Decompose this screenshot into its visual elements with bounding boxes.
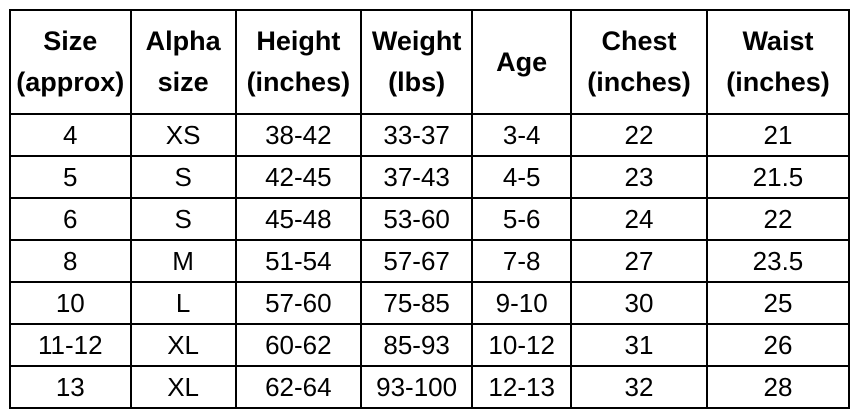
table-cell-alpha-size: XL	[129, 365, 237, 409]
table-cell-age: 10-12	[471, 323, 573, 367]
table-body: 4 XS 38-42 33-37 3-4 22 21 5 S 42-45 37-43 4-5 23 21.…	[9, 113, 850, 409]
column-header-line: (inches)	[726, 67, 830, 97]
table-cell-alpha-size: XS	[129, 113, 237, 157]
table-cell-height: 51-54	[234, 239, 362, 283]
table-row: 6 S 45-48 53-60 5-6 24 22	[9, 197, 850, 241]
table-cell-size: 5	[9, 155, 132, 199]
table-cell-age: 9-10	[471, 281, 573, 325]
table-cell-waist: 28	[705, 365, 850, 409]
table-cell-size: 10	[9, 281, 132, 325]
column-header-waist: Waist (inches)	[705, 9, 850, 115]
table-cell-waist: 26	[705, 323, 850, 367]
column-header-alpha-size: Alpha size	[129, 9, 237, 115]
column-header-line: Size	[43, 26, 98, 56]
table-row: 11-12 XL 60-62 85-93 10-12 31 26	[9, 323, 850, 367]
table-cell-chest: 24	[570, 197, 708, 241]
table-cell-waist: 22	[705, 197, 850, 241]
table-cell-chest: 32	[570, 365, 708, 409]
column-header-line: (approx)	[16, 67, 125, 97]
table-cell-age: 3-4	[471, 113, 573, 157]
table-row: 8 M 51-54 57-67 7-8 27 23.5	[9, 239, 850, 283]
column-header-line: Waist	[742, 26, 814, 56]
table-row: 4 XS 38-42 33-37 3-4 22 21	[9, 113, 850, 157]
table-cell-weight: 93-100	[359, 365, 474, 409]
table-cell-size: 11-12	[9, 323, 132, 367]
table-cell-height: 57-60	[234, 281, 362, 325]
table-cell-chest: 22	[570, 113, 708, 157]
table-cell-age: 4-5	[471, 155, 573, 199]
column-header-height: Height (inches)	[234, 9, 362, 115]
table-cell-weight: 57-67	[359, 239, 474, 283]
table-cell-size: 4	[9, 113, 132, 157]
table-cell-age: 12-13	[471, 365, 573, 409]
table-cell-size: 13	[9, 365, 132, 409]
table-cell-alpha-size: S	[129, 155, 237, 199]
column-header-line: (inches)	[246, 67, 351, 97]
table-cell-chest: 23	[570, 155, 708, 199]
table-cell-height: 42-45	[234, 155, 362, 199]
table-cell-chest: 31	[570, 323, 708, 367]
column-header-chest: Chest (inches)	[570, 9, 708, 115]
table-cell-age: 7-8	[471, 239, 573, 283]
table-cell-age: 5-6	[471, 197, 573, 241]
column-header-line: (lbs)	[388, 67, 446, 97]
header-row: Size (approx) Alpha size Height (inches) Weigh…	[9, 9, 850, 115]
table-row: 5 S 42-45 37-43 4-5 23 21.5	[9, 155, 850, 199]
size-chart-table: Size (approx) Alpha size Height (inches) Weigh…	[9, 9, 850, 409]
column-header-line: size	[157, 67, 209, 97]
table-cell-weight: 33-37	[359, 113, 474, 157]
column-header-age: Age	[471, 9, 573, 115]
table-cell-alpha-size: XL	[129, 323, 237, 367]
table-cell-weight: 85-93	[359, 323, 474, 367]
column-header-weight: Weight (lbs)	[359, 9, 474, 115]
table-cell-chest: 27	[570, 239, 708, 283]
table-cell-height: 62-64	[234, 365, 362, 409]
column-header-line: (inches)	[587, 67, 691, 97]
table-cell-weight: 75-85	[359, 281, 474, 325]
table-cell-chest: 30	[570, 281, 708, 325]
table-cell-alpha-size: S	[129, 197, 237, 241]
table-row: 10 L 57-60 75-85 9-10 30 25	[9, 281, 850, 325]
column-header-line: Alpha	[145, 26, 221, 56]
table-header: Size (approx) Alpha size Height (inches) Weigh…	[9, 9, 850, 115]
column-header-line: Weight	[371, 26, 462, 56]
table-cell-waist: 25	[705, 281, 850, 325]
column-header-size: Size (approx)	[9, 9, 132, 115]
table-cell-size: 6	[9, 197, 132, 241]
column-header-line: Chest	[601, 26, 677, 56]
table-cell-size: 8	[9, 239, 132, 283]
column-header-line: Height	[256, 26, 341, 56]
table-cell-height: 38-42	[234, 113, 362, 157]
table-cell-waist: 21.5	[705, 155, 850, 199]
table-cell-alpha-size: M	[129, 239, 237, 283]
table-cell-weight: 37-43	[359, 155, 474, 199]
table-cell-waist: 23.5	[705, 239, 850, 283]
table-row: 13 XL 62-64 93-100 12-13 32 28	[9, 365, 850, 409]
column-header-line: Age	[496, 46, 548, 77]
table-cell-height: 60-62	[234, 323, 362, 367]
table-cell-height: 45-48	[234, 197, 362, 241]
table-cell-waist: 21	[705, 113, 850, 157]
table-cell-alpha-size: L	[129, 281, 237, 325]
table-cell-weight: 53-60	[359, 197, 474, 241]
